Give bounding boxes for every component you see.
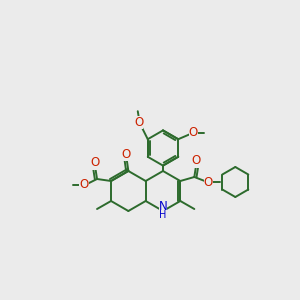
Text: O: O bbox=[192, 154, 201, 167]
Text: O: O bbox=[134, 116, 143, 129]
Text: O: O bbox=[90, 157, 100, 169]
Text: O: O bbox=[204, 176, 213, 188]
Text: O: O bbox=[122, 148, 131, 160]
Text: O: O bbox=[189, 126, 198, 139]
Text: H: H bbox=[159, 210, 167, 220]
Text: O: O bbox=[80, 178, 89, 191]
Text: N: N bbox=[159, 200, 167, 214]
